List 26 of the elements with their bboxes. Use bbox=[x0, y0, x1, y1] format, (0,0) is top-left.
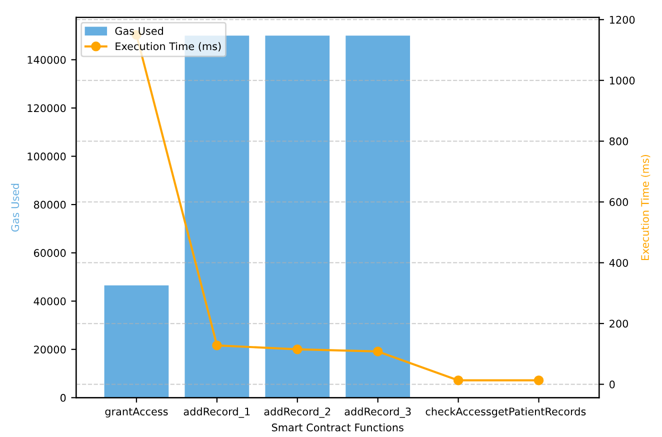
y-tick-label: 20000 bbox=[34, 346, 66, 354]
y-tick-label: 80000 bbox=[34, 200, 66, 209]
y2-tick-label: 400 bbox=[609, 258, 628, 267]
legend-label: Gas Used bbox=[115, 26, 163, 35]
y2-tick-label: 600 bbox=[610, 198, 628, 206]
y-tick-label: 140000 bbox=[28, 56, 66, 64]
x-tick-label: addRecord_2 bbox=[264, 407, 330, 418]
y-tick-label: 0 bbox=[60, 394, 66, 402]
y-tick-label: 100000 bbox=[28, 152, 66, 160]
x-axis-title: Smart Contract Functions bbox=[272, 423, 404, 432]
x-tick-label: addRecord_1 bbox=[184, 407, 250, 418]
y-axis-title: Gas Used bbox=[11, 184, 20, 232]
y2-tick-label: 200 bbox=[610, 320, 628, 328]
x-tick-label: addRecord_3 bbox=[344, 407, 411, 418]
x-tick-label: grantAccess bbox=[105, 408, 168, 418]
y-tick-label: 60000 bbox=[34, 249, 66, 257]
y2-tick-label: 1200 bbox=[610, 16, 635, 24]
y2-tick-label: 0 bbox=[610, 380, 615, 388]
y2-tick-label: 800 bbox=[610, 137, 628, 146]
y-tick-label: 40000 bbox=[34, 297, 66, 306]
x-tick-label: checkAccess bbox=[426, 407, 491, 416]
y2-tick-label: 1000 bbox=[610, 76, 635, 84]
legend-label: Execution Time (ms) bbox=[116, 42, 221, 52]
y-tick-label: 120000 bbox=[28, 104, 66, 112]
y2-axis-title: Execution Time (ms) bbox=[640, 155, 650, 260]
x-tick-label: getPatientRecords bbox=[492, 407, 586, 418]
